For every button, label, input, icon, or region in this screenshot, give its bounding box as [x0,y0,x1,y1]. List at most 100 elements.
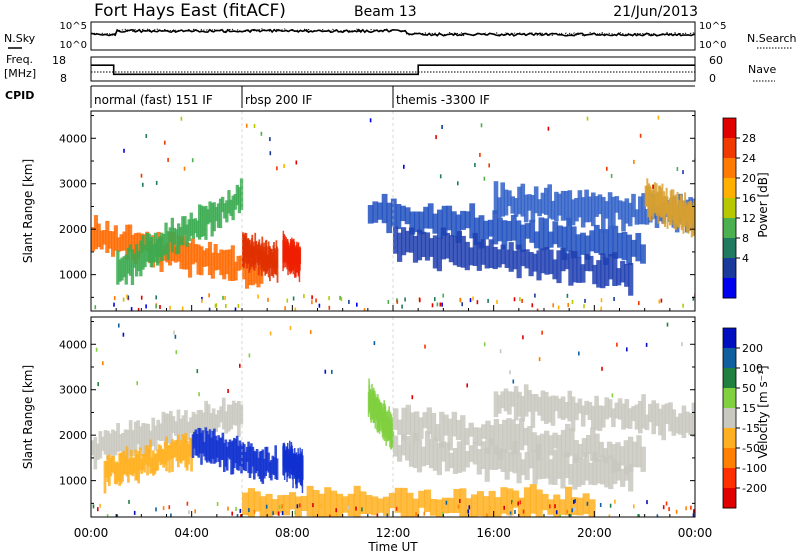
echo-cell [225,446,229,471]
echo-cell [446,205,453,231]
echo-cell [594,196,599,217]
echo-cell [401,407,407,441]
echo-cell [137,451,140,484]
echo-cell [628,262,634,296]
echo-cell [118,453,121,486]
y-tick-label: 2000 [59,429,87,442]
echo-speckle [457,181,459,186]
echo-cell [418,417,424,439]
echo-cell [140,458,143,474]
echo-cell [126,247,130,274]
echo-cell [209,413,213,430]
echo-speckle [557,305,560,310]
echo-speckle [658,299,661,304]
echo-cell [424,232,431,261]
echo-speckle [681,342,683,347]
echo-cell [231,400,236,425]
station-title: Fort Hays East (fitACF) [94,1,286,21]
echo-cell [520,459,526,476]
echo-speckle [227,389,229,393]
echo-cell [227,190,231,214]
echo-cell [265,493,273,517]
echo-cell [412,498,420,517]
echo-cell [557,398,562,419]
echo-cell [537,396,542,416]
echo-cell [412,433,419,469]
echo-speckle [196,369,199,374]
echo-speckle [347,505,349,510]
echo-cell [624,466,630,481]
echo-cell [93,215,98,250]
echo-speckle [198,392,200,397]
echo-speckle [685,506,687,511]
echo-cell [547,184,552,219]
echo-cell [624,399,630,429]
echo-cell [245,254,250,289]
echo-cell [353,485,361,517]
echo-speckle [487,298,489,303]
echo-cell [693,199,695,234]
echo-cell [580,458,586,485]
echo-speckle [646,500,648,505]
echo-cell [190,438,193,472]
echo-cell [204,205,208,240]
echo-cell [202,206,206,236]
echo-cell [638,400,643,434]
echo-cell [128,224,133,252]
echo-cell [544,430,550,453]
echo-cell [237,401,241,437]
echo-cell [164,222,168,255]
echo-cell [270,460,273,481]
noise-right-tick-bottom: 10^0 [699,40,726,51]
echo-cell [179,418,183,441]
echo-speckle [474,163,476,167]
echo-cell [455,419,462,440]
echo-cell [330,490,338,517]
x-tick-label: 12:00 [376,526,411,540]
colorbar-swatch [723,488,736,509]
echo-cell [103,460,107,494]
echo-speckle [613,297,615,301]
echo-speckle [445,500,448,505]
echo-speckle [536,308,539,311]
echo-cell [127,459,130,483]
echo-cell [520,249,526,267]
echo-speckle [335,508,337,513]
echo-cell [447,497,455,513]
power-data [91,111,695,311]
velocity-colorbar-label: Velocity [m s⁻¹] [756,365,770,458]
echo-cell [121,452,124,482]
echo-cell [506,488,514,516]
echo-speckle [626,347,628,352]
echo-cell [116,237,121,252]
echo-cell [156,238,160,266]
colorbar-swatch [723,198,736,219]
echo-cell [587,401,593,420]
echo-cell [580,197,586,228]
time-axis: 00:00 04:00 08:00 12:00 16:00 20:00 00:00 [74,305,712,540]
echo-cell [668,402,673,432]
power-y-label: Slant Range [km] [21,159,35,263]
echo-speckle [609,503,612,508]
echo-speckle [517,501,519,506]
echo-cell [504,249,510,268]
echo-cell [116,462,120,482]
echo-cell [516,244,522,279]
echo-cell [570,226,577,259]
echo-cell [547,499,555,515]
echo-speckle [652,184,654,189]
echo-cell [157,444,161,462]
echo-cell [527,194,532,211]
echo-cell [523,384,529,417]
echo-speckle [102,361,104,366]
echo-cell [158,236,162,257]
echo-cell [568,464,574,485]
noise-sky-label: N.Sky [4,32,36,45]
echo-cell [96,223,101,248]
echo-cell [484,447,490,482]
echo-speckle [277,511,280,516]
echo-cell [394,487,402,513]
echo-cell [245,446,249,462]
echo-cell [299,248,302,264]
colorbar-tick-label: -15 [742,422,760,435]
